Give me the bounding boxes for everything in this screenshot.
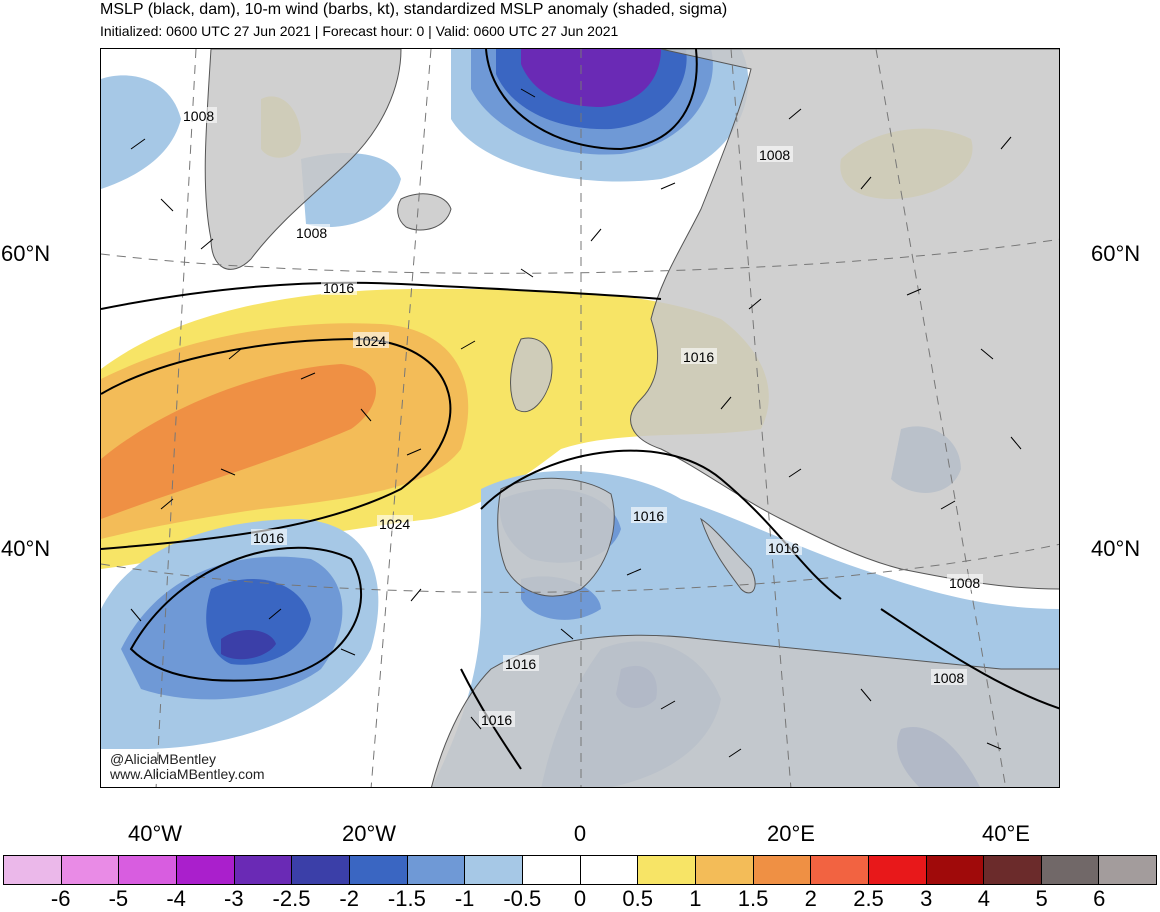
isobar-label: 1016 xyxy=(253,530,284,546)
lon-20e-line xyxy=(730,49,792,787)
colorbar-tick-label: -1 xyxy=(454,886,475,911)
colorbar-tick-label: 0.5 xyxy=(622,886,653,911)
wind-barbs xyxy=(130,88,1022,758)
colorbar-tick-label: -2 xyxy=(339,886,359,911)
isobar-label: 1016 xyxy=(683,349,714,365)
colorbar-tick-label: -3 xyxy=(224,886,244,911)
colorbar-tick-label: -1.5 xyxy=(387,886,426,911)
colorbar-tick-label: 6 xyxy=(1093,886,1106,911)
isobar-1016-north xyxy=(101,281,662,310)
lat-label-60n-left: 60°N xyxy=(1,241,51,266)
lat-label-40n-left: 40°N xyxy=(1,536,51,561)
iceland-negative-core xyxy=(521,49,661,107)
isobar-label: 1008 xyxy=(183,108,214,124)
lon-label-20w: 20°W xyxy=(341,821,397,846)
isobar-label: 1008 xyxy=(759,147,790,163)
lon-label-20e: 20°E xyxy=(767,821,815,846)
iceland xyxy=(397,193,452,231)
isobar-label: 1016 xyxy=(481,712,512,728)
colorbar-swatch xyxy=(234,856,293,884)
weather-map: 1008 1008 1016 1024 1024 1016 1016 1016 … xyxy=(100,48,1060,788)
lat-label-40n-right: 40°N xyxy=(1091,536,1141,561)
colorbar-swatch xyxy=(984,856,1042,884)
british-isles xyxy=(510,337,553,412)
isobar-label: 1024 xyxy=(355,333,386,349)
isobar-icelandic-low xyxy=(485,49,698,151)
italy xyxy=(700,517,756,594)
isobar-label: 1008 xyxy=(933,670,964,686)
colorbar-tick-label: 1.5 xyxy=(737,886,769,911)
colorbar-swatch xyxy=(926,856,985,884)
isobar-label: 1008 xyxy=(949,575,980,591)
lon-label-40w: 40°W xyxy=(127,821,183,846)
credit-website[interactable]: www.AliciaMBentley.com xyxy=(110,766,265,782)
isobar-label: 1016 xyxy=(768,540,799,556)
isobar-1016-atlantic-low xyxy=(129,546,362,682)
map-title: MSLP (black, dam), 10-m wind (barbs, kt)… xyxy=(100,1,728,18)
land-masses xyxy=(204,49,1059,787)
isobar-1016-europe xyxy=(480,449,842,600)
isobar-label: 1016 xyxy=(323,280,354,296)
atlantic-negative-core xyxy=(221,629,276,660)
lat-40n-line xyxy=(101,543,1059,593)
colorbar-swatch xyxy=(61,856,120,884)
colorbar-tick-label: 1 xyxy=(689,886,702,911)
colorbar-tick-label: -6 xyxy=(50,886,71,911)
colorbar-tick-label: -5 xyxy=(108,886,129,911)
isobar-label: 1008 xyxy=(296,225,327,241)
map-subtitle: Initialized: 0600 UTC 27 Jun 2021 | Fore… xyxy=(100,23,619,39)
map-canvas: 1008 1008 1016 1024 1024 1016 1016 1016 … xyxy=(101,49,1059,787)
colorbar-swatch xyxy=(119,856,177,884)
colorbar-swatch xyxy=(638,856,696,884)
isobars xyxy=(101,49,1059,770)
colorbar-swatch xyxy=(465,856,523,884)
colorbar-swatch xyxy=(868,856,927,884)
colorbar-tick-label: 4 xyxy=(977,886,991,911)
lon-label-40e: 40°E xyxy=(982,821,1030,846)
isobar-label: 1016 xyxy=(505,656,536,672)
isobar-label: 1016 xyxy=(633,508,664,524)
isobar-label-group: 1008 1008 1016 1024 1024 1016 1016 1016 … xyxy=(181,107,983,728)
colorbar-tick-label: -2.5 xyxy=(272,886,311,911)
isobar-1008-east xyxy=(880,608,1059,710)
colorbar-swatch xyxy=(1041,856,1100,884)
labrador-negative-anomaly xyxy=(101,75,401,227)
colorbar-swatch xyxy=(349,856,408,884)
north-africa xyxy=(431,634,1059,787)
credit-handle: @AliciaMBentley xyxy=(110,751,217,767)
colorbar-swatch xyxy=(811,856,869,884)
colorbar-tick-label: 5 xyxy=(1035,886,1048,911)
lat-label-60n-right: 60°N xyxy=(1091,241,1141,266)
isobar-label: 1024 xyxy=(379,516,410,532)
colorbar-tick-label: 2.5 xyxy=(853,886,884,911)
colorbar-swatch xyxy=(407,856,466,884)
lat-60n-line xyxy=(101,238,1059,274)
colorbar-swatch xyxy=(580,856,639,884)
lon-40e-line xyxy=(875,49,1007,787)
colorbar-swatch xyxy=(4,856,62,884)
colorbar-swatch xyxy=(695,856,754,884)
colorbar-tick-label: -0.5 xyxy=(503,886,542,911)
graticule xyxy=(101,49,1059,787)
colorbar-tick-label: -4 xyxy=(166,886,186,911)
europe-mainland xyxy=(630,49,1059,590)
colorbar-swatch xyxy=(522,856,581,884)
greenland xyxy=(204,49,402,270)
anomaly-colorbar xyxy=(3,855,1157,885)
positive-anomaly-max xyxy=(101,364,376,519)
lon-40w-line xyxy=(155,49,197,787)
colorbar-swatch xyxy=(176,856,235,884)
colorbar-tick-label: 2 xyxy=(804,886,817,911)
iberia xyxy=(497,477,615,597)
lon-20w-line xyxy=(370,49,432,787)
colorbar-swatch xyxy=(1099,856,1157,884)
colorbar-tick-label: 3 xyxy=(920,886,933,911)
colorbar-tick-label: 0 xyxy=(573,886,587,911)
colorbar-swatch xyxy=(753,856,812,884)
lon-label-0: 0 xyxy=(573,821,587,846)
colorbar-swatch xyxy=(292,856,350,884)
